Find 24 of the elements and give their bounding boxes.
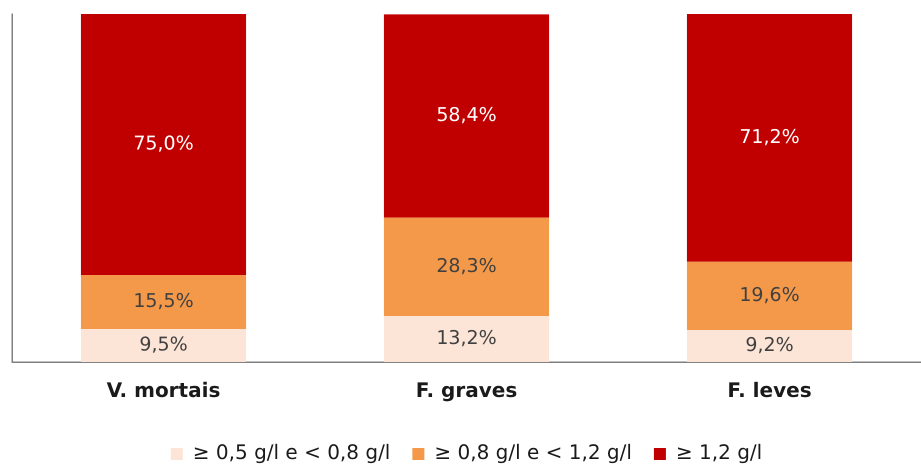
- legend-label: ≥ 0,5 g/l e < 0,8 g/l: [192, 440, 390, 464]
- data-label: 75,0%: [133, 132, 194, 154]
- data-label: 9,5%: [139, 333, 188, 356]
- data-label: 71,2%: [739, 126, 800, 148]
- legend-label: ≥ 1,2 g/l: [676, 440, 762, 464]
- bar: [80, 328, 246, 362]
- legend-label: ≥ 0,8 g/l e < 1,2 g/l: [434, 440, 632, 464]
- data-label: 13,2%: [436, 326, 497, 349]
- x-tick-label: F. leves: [727, 378, 812, 402]
- bar: [384, 316, 550, 362]
- x-tick-label: F. graves: [416, 378, 518, 402]
- bar: [80, 14, 246, 275]
- data-label: 28,3%: [436, 254, 497, 277]
- bar: [686, 14, 852, 262]
- bar: [384, 218, 550, 316]
- bar: [384, 14, 550, 218]
- data-label: 9,2%: [745, 334, 794, 356]
- x-tick-label: V. mortais: [106, 378, 220, 402]
- data-label: 58,4%: [436, 104, 497, 126]
- bar: [686, 330, 852, 362]
- data-label: 19,6%: [739, 284, 800, 306]
- data-label: 15,5%: [133, 290, 194, 312]
- bar: [686, 262, 852, 330]
- bar: [80, 275, 246, 329]
